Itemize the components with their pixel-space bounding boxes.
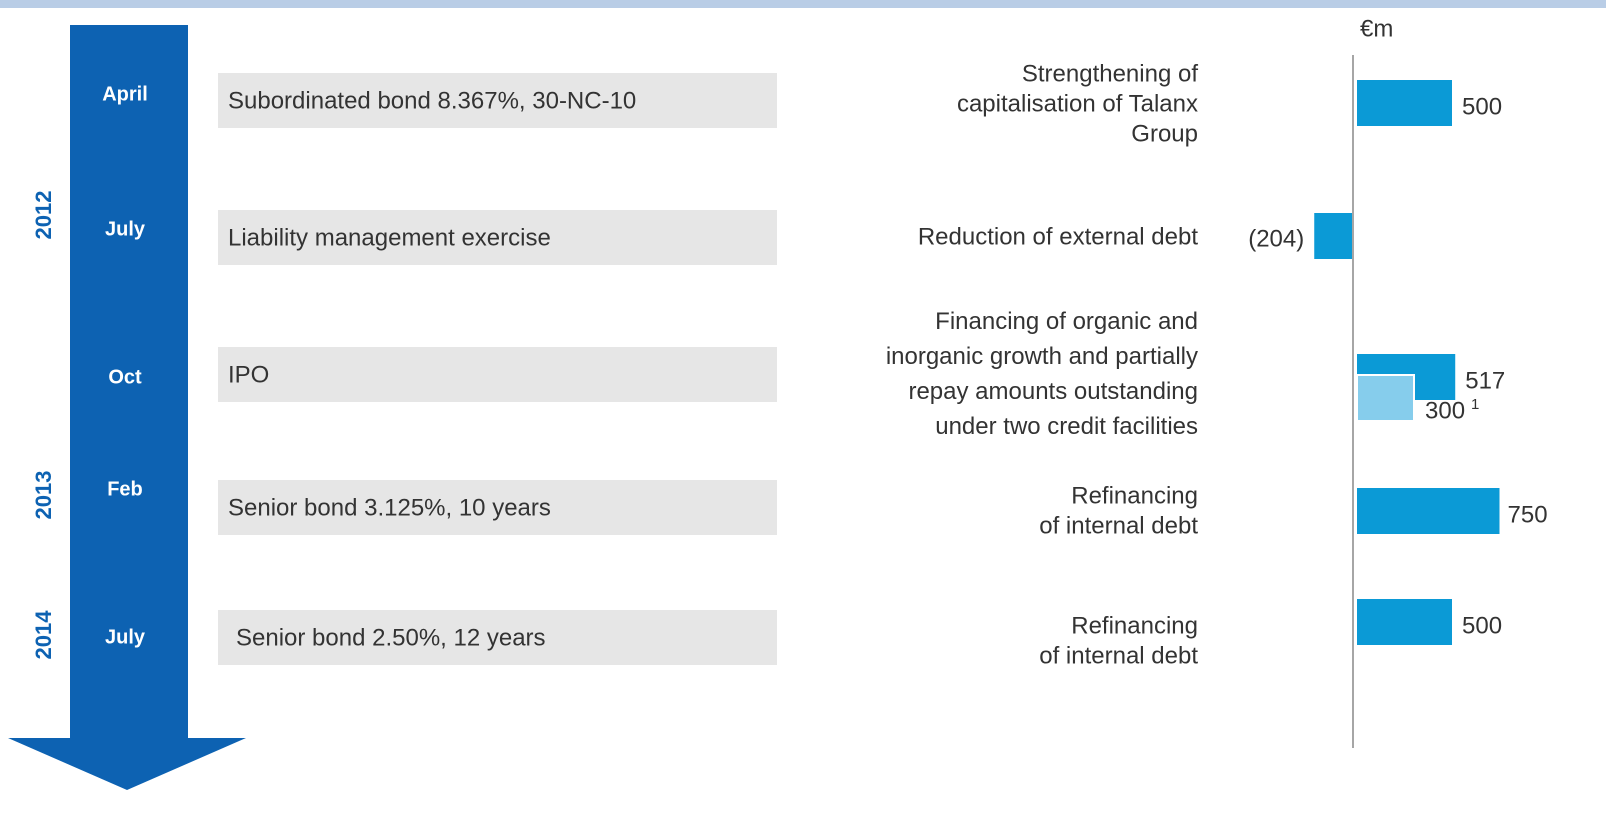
year-label: 2014 [31, 610, 56, 660]
purpose-label: Reduction of external debt [918, 223, 1199, 250]
purpose-label: Strengthening of [1022, 60, 1198, 87]
month-label: Feb [107, 478, 143, 500]
month-label: April [102, 83, 148, 105]
purpose-label: Refinancing [1071, 612, 1198, 639]
unit-label: €m [1360, 15, 1393, 42]
value-label: 500 [1462, 612, 1502, 639]
bar [1357, 599, 1452, 645]
year-label: 2013 [31, 471, 56, 520]
year-label: 2012 [31, 191, 56, 240]
bar [1356, 374, 1415, 422]
purpose-label: under two credit facilities [935, 413, 1198, 440]
purpose-label: capitalisation of Talanx [957, 90, 1198, 117]
instrument-box [218, 73, 777, 128]
instrument-box [218, 347, 777, 402]
footnote-marker: 1 [1471, 396, 1479, 413]
instrument-label: Liability management exercise [228, 224, 551, 251]
top-band [0, 0, 1606, 8]
month-label: July [105, 626, 146, 648]
instrument-label: Senior bond 2.50%, 12 years [236, 624, 546, 651]
value-label: (204) [1248, 225, 1304, 252]
value-label: 300 [1425, 397, 1465, 424]
value-label: 517 [1465, 367, 1505, 394]
value-label: 500 [1462, 93, 1502, 120]
purpose-label: repay amounts outstanding [908, 378, 1198, 405]
bar [1357, 488, 1500, 534]
bar [1357, 80, 1452, 126]
arrow-head [8, 738, 246, 790]
purpose-label: Group [1131, 120, 1198, 147]
bar [1314, 213, 1352, 259]
instrument-box [218, 480, 777, 535]
purpose-label: of internal debt [1039, 512, 1198, 539]
instrument-box [218, 210, 777, 265]
purpose-label: of internal debt [1039, 642, 1198, 669]
instrument-label: Subordinated bond 8.367%, 30-NC-10 [228, 87, 636, 114]
purpose-label: inorganic growth and partially [886, 343, 1198, 370]
month-label: Oct [108, 366, 142, 388]
instrument-label: IPO [228, 361, 269, 388]
instrument-box [218, 610, 777, 665]
purpose-label: Financing of organic and [935, 308, 1198, 335]
timeline-arrow [70, 25, 188, 740]
month-label: July [105, 218, 146, 240]
purpose-label: Refinancing [1071, 482, 1198, 509]
instrument-label: Senior bond 3.125%, 10 years [228, 494, 551, 521]
value-label: 750 [1508, 501, 1548, 528]
